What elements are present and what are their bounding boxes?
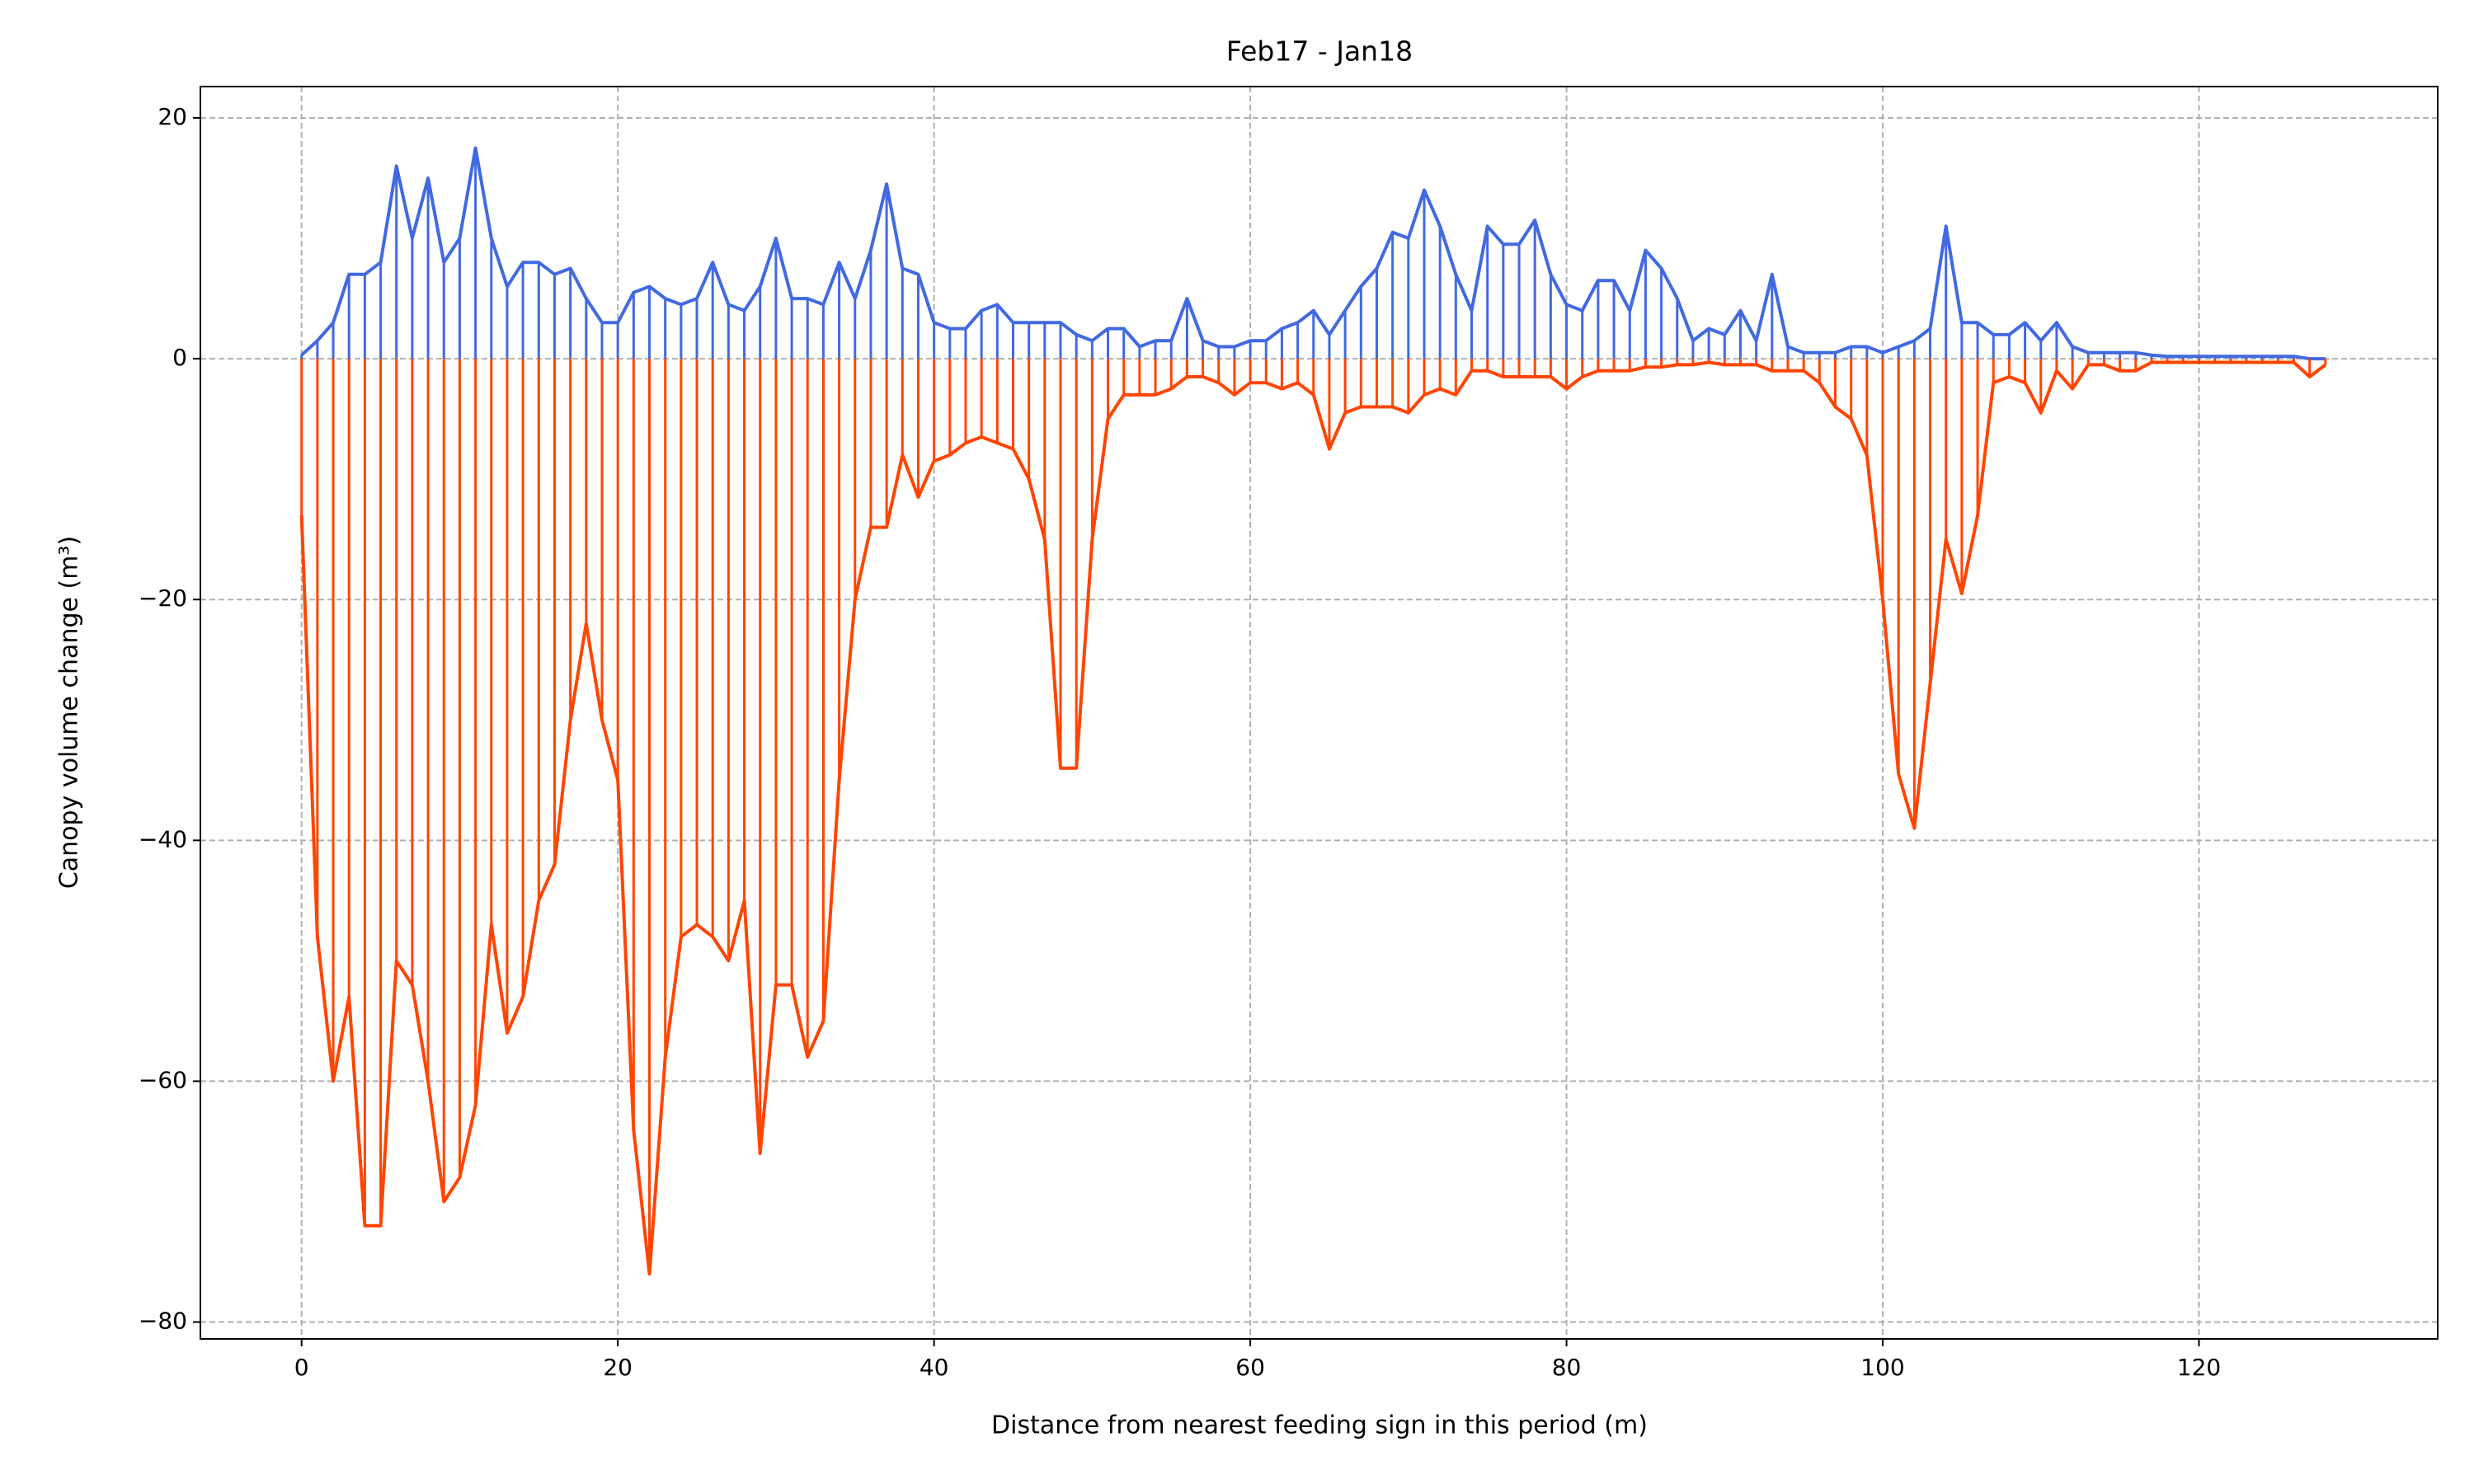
y-tick-label: −40 [139,825,187,852]
y-tick-label: −80 [139,1308,187,1335]
x-tick-label: 40 [920,1354,949,1381]
series-line [300,146,2326,361]
x-tick-label: 20 [603,1354,633,1381]
x-tick-label: 0 [294,1354,309,1381]
y-tick-label: 20 [158,103,187,130]
y-tick-label: 0 [172,344,187,371]
x-tick-label: 120 [2177,1354,2221,1381]
x-tick-label: 80 [1552,1354,1582,1381]
x-tick-label: 100 [1860,1354,1904,1381]
chart-title: Feb17 - Jan18 [1226,35,1413,68]
series-line [299,360,2327,1276]
y-tick-label: −60 [139,1066,187,1093]
plot-frame [200,86,2439,1340]
x-tick-label: 60 [1235,1354,1265,1381]
x-axis-label: Distance from nearest feeding sign in th… [991,1411,1648,1440]
y-axis-label: Canopy volume change (m³) [55,536,84,889]
y-tick-label: −20 [139,585,187,612]
